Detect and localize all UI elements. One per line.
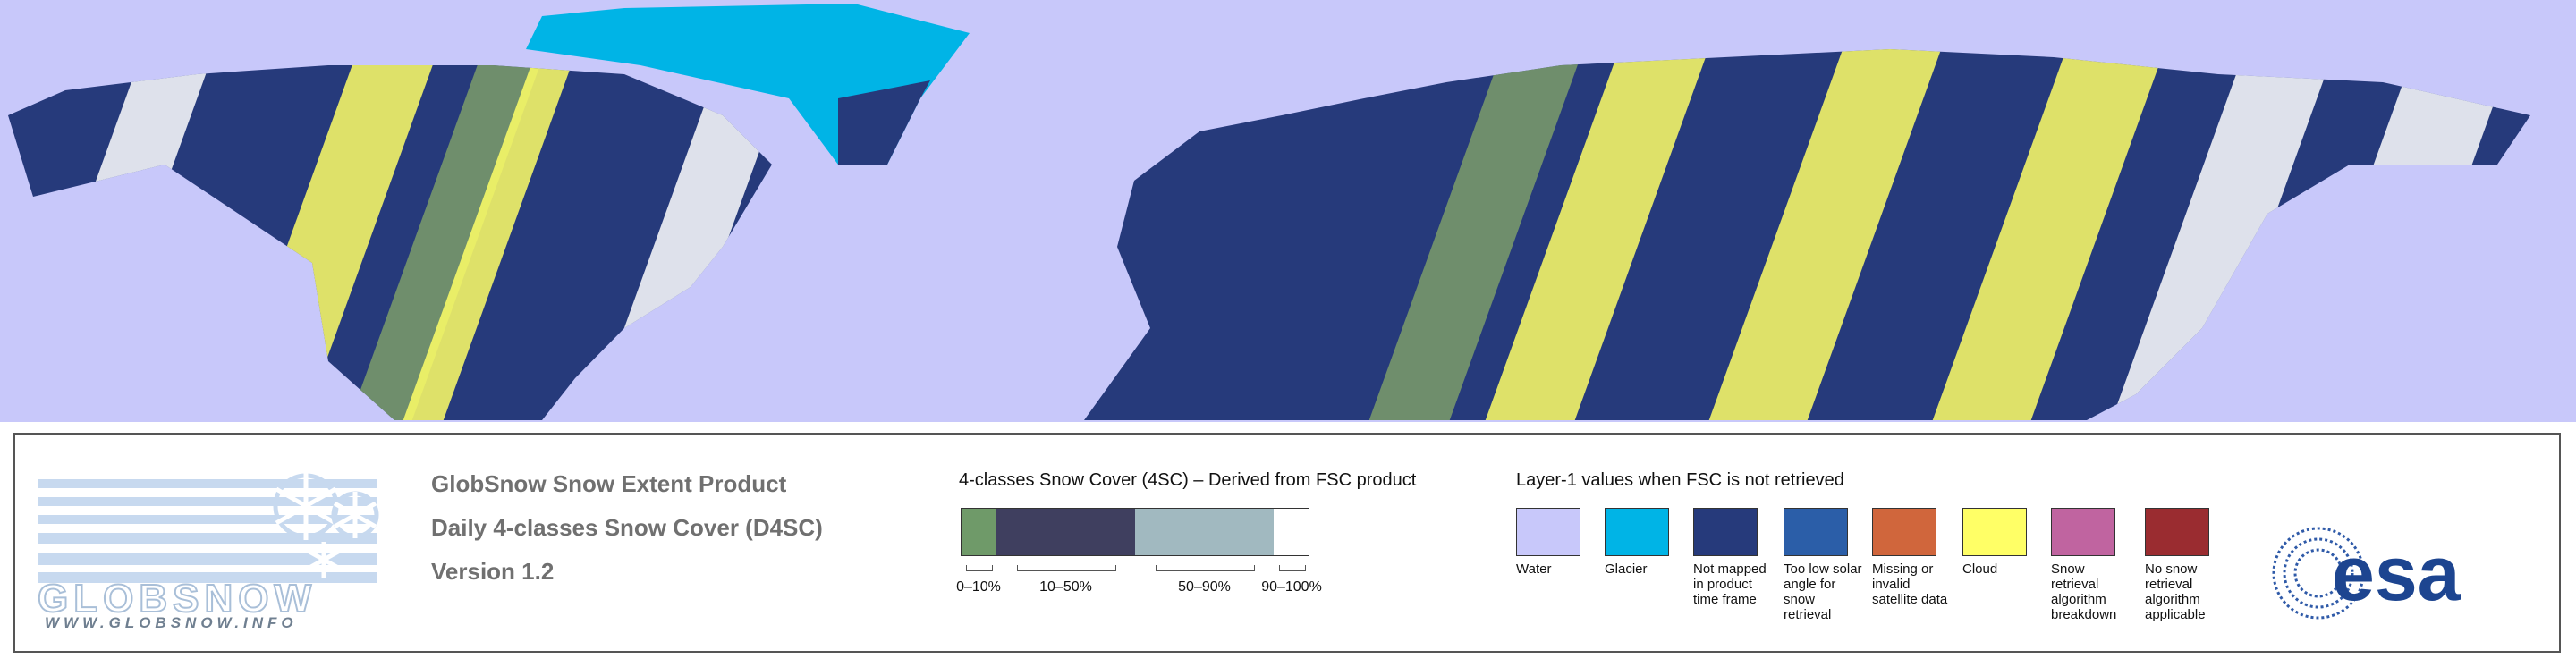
legend-panel: GLOBSNOW WWW.GLOBSNOW.INFO GlobSnow Snow… bbox=[13, 433, 2561, 653]
layer1-swatch bbox=[1872, 508, 1936, 556]
product-title: GlobSnow Snow Extent Product bbox=[431, 470, 787, 497]
snow-class-label: 0–10% bbox=[956, 579, 1001, 595]
snow-cover-title: 4-classes Snow Cover (4SC) – Derived fro… bbox=[959, 470, 1417, 490]
layer1-swatch bbox=[1962, 508, 2027, 556]
layer1-label: Water bbox=[1516, 561, 1552, 577]
logo-url: WWW.GLOBSNOW.INFO bbox=[45, 614, 298, 631]
snow-class-color bbox=[1135, 508, 1274, 556]
swath-band bbox=[1708, 49, 1959, 420]
layer1-swatch bbox=[1784, 508, 1848, 556]
swath-band bbox=[1932, 49, 2182, 420]
layer1-label: Not mapped in product time frame bbox=[1693, 561, 1767, 607]
snow-class-label: 90–100% bbox=[1261, 579, 1322, 595]
layer1-title: Layer-1 values when FSC is not retrieved bbox=[1516, 470, 1844, 490]
snow-class-color bbox=[996, 508, 1135, 556]
layer1-label: No snow retrieval algorithm applicable bbox=[2145, 561, 2206, 622]
snow-class-color bbox=[1274, 508, 1309, 556]
product-subtitle: Daily 4-classes Snow Cover (D4SC) bbox=[431, 514, 823, 541]
snow-class-label: 10–50% bbox=[1039, 579, 1092, 595]
layer1-label: Missing or invalid satellite data bbox=[1872, 561, 1948, 607]
layer1-label: Glacier bbox=[1605, 561, 1648, 577]
greenland-unmapped bbox=[838, 80, 930, 165]
snow-class-brace bbox=[966, 565, 993, 571]
snow-class-brace bbox=[1156, 565, 1255, 571]
layer1-label: Cloud bbox=[1962, 561, 1998, 577]
layer1-label: Snow retrieval algorithm breakdown bbox=[2051, 561, 2117, 622]
product-version: Version 1.2 bbox=[431, 558, 555, 585]
snow-class-label: 50–90% bbox=[1178, 579, 1231, 595]
layer1-swatch bbox=[1605, 508, 1669, 556]
layer1-swatch bbox=[1693, 508, 1758, 556]
esa-text: esa bbox=[2332, 531, 2462, 617]
snow-class-brace bbox=[1017, 565, 1116, 571]
layer1-label: Too low solar angle for snow retrieval bbox=[1784, 561, 1862, 622]
swath-band bbox=[349, 49, 564, 420]
globsnow-logo: GLOBSNOW WWW.GLOBSNOW.INFO bbox=[37, 452, 395, 631]
esa-logo: esa bbox=[2269, 524, 2555, 622]
logo-graphic: GLOBSNOW WWW.GLOBSNOW.INFO bbox=[37, 472, 379, 631]
layer1-swatch bbox=[1516, 508, 1580, 556]
layer1-swatch bbox=[2145, 508, 2209, 556]
swath-band bbox=[402, 49, 595, 420]
swath-band bbox=[1368, 49, 1601, 420]
snow-class-color bbox=[961, 508, 996, 556]
swath-band bbox=[1485, 49, 1726, 420]
swath-band bbox=[2111, 49, 2352, 420]
logo-name: GLOBSNOW bbox=[38, 577, 317, 621]
snow-map bbox=[0, 0, 2576, 422]
esa-graphic: esa bbox=[2272, 527, 2462, 620]
layer1-swatch bbox=[2051, 508, 2115, 556]
snow-class-brace bbox=[1279, 565, 1306, 571]
